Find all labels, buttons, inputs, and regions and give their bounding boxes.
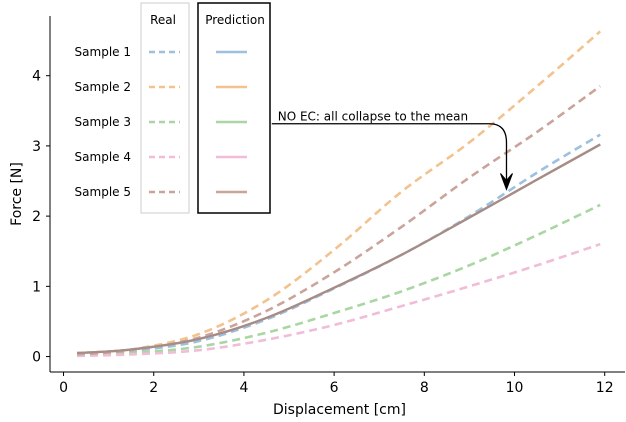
real-series-line [77, 133, 601, 356]
prediction-series-group [77, 143, 601, 355]
annotation-arrow-line [271, 123, 508, 186]
legend-sample-label: Sample 1 [75, 45, 131, 59]
y-tick-label: 1 [32, 279, 41, 295]
real-series-line [77, 203, 601, 357]
real-series-line [77, 242, 601, 358]
legend-prediction-title: Prediction [205, 13, 265, 27]
y-tick-label: 0 [32, 350, 41, 366]
x-tick-label: 12 [596, 380, 614, 396]
legend-sample-label: Sample 2 [75, 80, 131, 94]
x-axis-label: Displacement [cm] [273, 402, 406, 418]
legend-sample-label: Sample 4 [75, 150, 131, 164]
y-tick-label: 2 [32, 209, 41, 225]
x-tick-label: 4 [239, 380, 248, 396]
x-tick-label: 0 [59, 380, 68, 396]
legend-prediction-frame [197, 2, 271, 214]
real-series-line [76, 30, 602, 356]
legend-group: Real Prediction Sample 1 Sample 2 Sample 3 Sa… [75, 2, 271, 214]
x-tick-label: 2 [149, 380, 158, 396]
legend-sample-label: Sample 5 [75, 185, 131, 199]
y-tick-label: 3 [32, 139, 41, 155]
x-tick-label: 8 [420, 380, 429, 396]
annotation-arrow-head [500, 173, 513, 191]
y-tick-label: 4 [32, 69, 41, 85]
x-tick-label: 6 [330, 380, 339, 396]
prediction-mean-line [77, 143, 601, 355]
annotation-text: NO EC: all collapse to the mean [278, 110, 468, 124]
x-tick-label: 10 [506, 380, 524, 396]
legend-sample-label: Sample 3 [75, 115, 131, 129]
legend-real-title: Real [150, 13, 176, 27]
annotation-group: NO EC: all collapse to the mean [271, 110, 513, 191]
y-axis-label: Force [N] [9, 162, 25, 226]
legend-real-frame [140, 2, 190, 214]
